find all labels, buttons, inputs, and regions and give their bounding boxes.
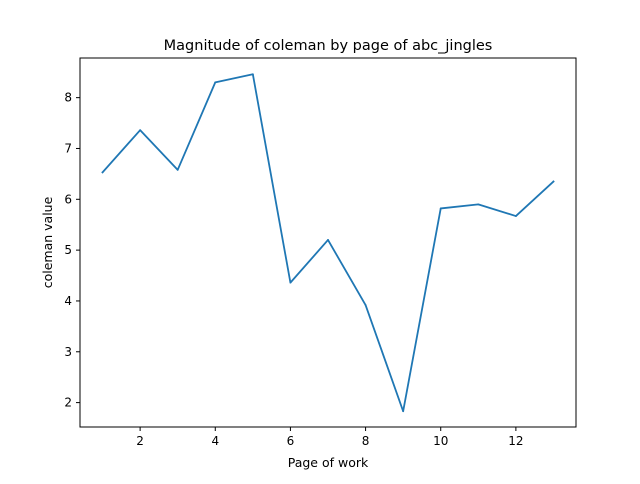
data-point	[289, 281, 292, 284]
y-axis-label: coleman value	[40, 196, 55, 288]
data-point	[176, 168, 179, 171]
data-point	[477, 203, 480, 206]
y-tick-label: 2	[64, 396, 72, 410]
x-tick-label: 10	[433, 434, 448, 448]
data-point	[139, 129, 142, 132]
data-point	[552, 180, 555, 183]
y-axis-ticks: 2 3 4 5 6 7 8	[64, 91, 80, 410]
series-lines	[101, 73, 555, 413]
plot-frame	[79, 57, 577, 428]
data-point	[251, 73, 254, 76]
data-point	[327, 239, 329, 241]
chart-title: Magnitude of coleman by page of abc_jing…	[164, 38, 493, 54]
plot-area	[80, 58, 576, 427]
x-tick-label: 12	[508, 434, 523, 448]
x-tick-label: 2	[136, 434, 144, 448]
x-tick-label: 4	[211, 434, 219, 448]
data-point	[514, 215, 517, 217]
data-point	[101, 171, 104, 174]
y-tick-label: 5	[64, 243, 72, 257]
data-point	[214, 81, 217, 84]
x-axis-ticks: 2 4 6 8 10 12	[136, 427, 524, 448]
y-tick-label: 4	[64, 294, 72, 308]
x-tick-label: 8	[362, 434, 370, 448]
data-point	[402, 410, 405, 413]
x-axis-label: Page of work	[288, 455, 369, 470]
y-tick-label: 3	[64, 345, 72, 359]
data-point	[439, 207, 442, 210]
y-tick-label: 7	[64, 141, 72, 155]
data-point	[364, 304, 367, 306]
y-tick-label: 8	[64, 91, 72, 105]
y-tick-label: 6	[64, 192, 72, 206]
x-tick-label: 6	[287, 434, 295, 448]
